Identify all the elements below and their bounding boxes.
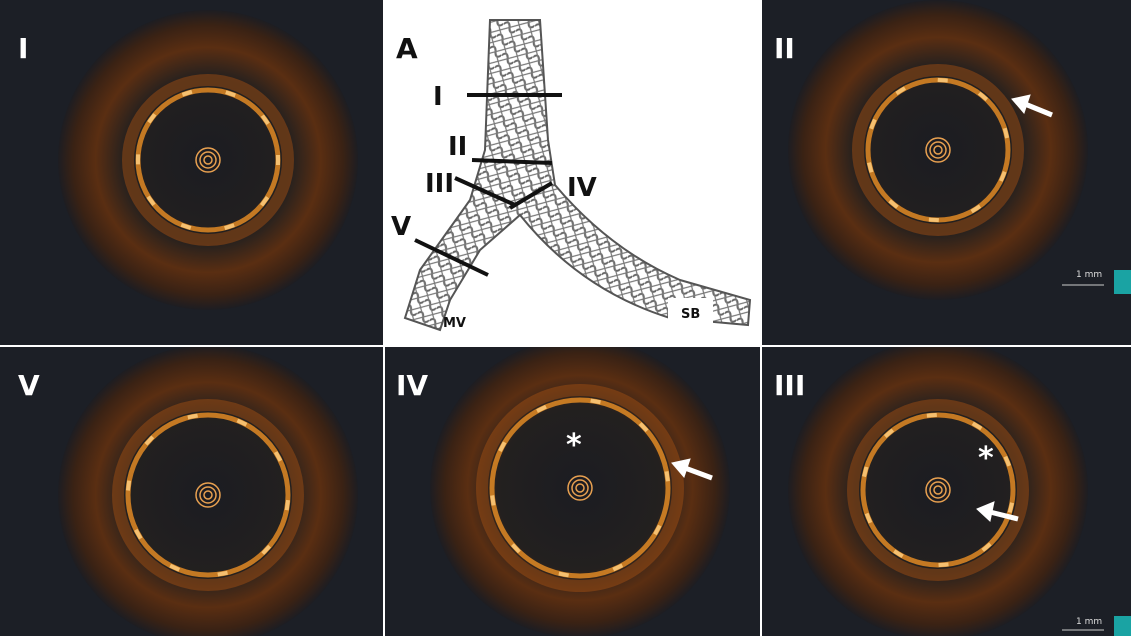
vessel-label: SB xyxy=(681,307,700,322)
section-label: II xyxy=(448,132,467,162)
oct-image xyxy=(58,345,358,636)
oct-image xyxy=(788,340,1088,636)
oct-field xyxy=(788,0,1088,300)
panel-label: III xyxy=(774,369,805,402)
scale-label: 1 mm xyxy=(1076,617,1102,627)
oct-image xyxy=(430,338,730,636)
oct-image xyxy=(58,10,358,310)
grid-icon xyxy=(1114,616,1131,636)
figure: I II III IV V MV SB * * 1 mm 1 mm I A II… xyxy=(0,0,1131,636)
strut xyxy=(276,155,280,165)
oct-field xyxy=(788,340,1088,636)
section-label: IV xyxy=(567,173,597,203)
strut xyxy=(938,78,948,83)
panel-label: V xyxy=(18,369,40,402)
asterisk: * xyxy=(978,441,994,476)
strut xyxy=(136,154,140,164)
oct-image xyxy=(788,0,1088,300)
asterisk: * xyxy=(566,428,582,463)
panel-label: IV xyxy=(396,369,428,402)
section-label: I xyxy=(433,82,443,112)
strut xyxy=(927,413,937,418)
panel-label: II xyxy=(774,32,795,65)
strut xyxy=(929,218,939,223)
scale-label: 1 mm xyxy=(1076,270,1102,280)
section-label: V xyxy=(391,212,411,242)
grid-icon xyxy=(1114,270,1131,294)
panel-label: A xyxy=(396,32,418,65)
panel-label: I xyxy=(18,32,28,65)
strut xyxy=(938,562,948,567)
oct-field xyxy=(58,10,358,310)
vessel-label: MV xyxy=(443,316,466,331)
section-label: III xyxy=(425,169,454,199)
